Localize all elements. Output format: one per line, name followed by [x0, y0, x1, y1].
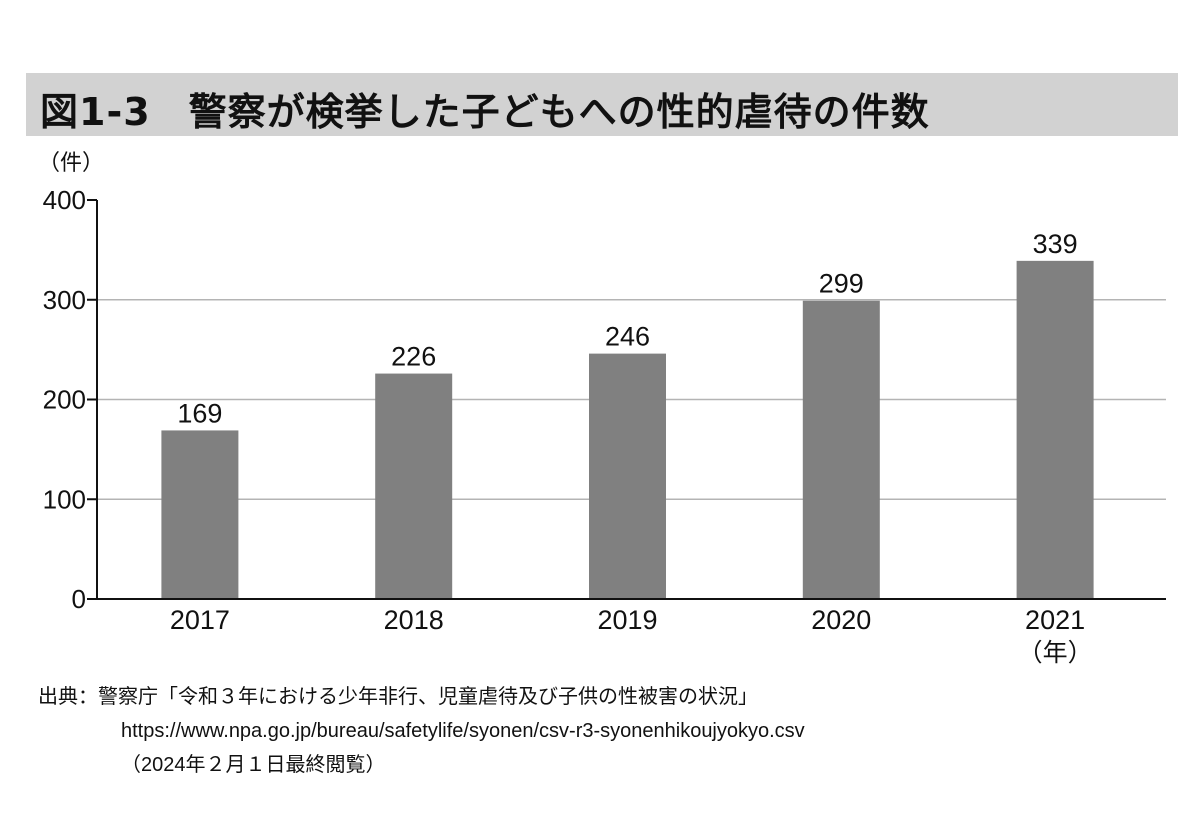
- y-tick-label: 200: [43, 385, 86, 415]
- source-url: https://www.npa.go.jp/bureau/safetylife/…: [121, 720, 805, 742]
- data-label: 339: [1033, 229, 1078, 259]
- title-text: 警察が検挙した子どもへの性的虐待の件数: [188, 90, 930, 134]
- source-citation: 出典：警察庁「令和３年における少年非行、児童虐待及び子供の性被害の状況」 htt…: [38, 680, 805, 782]
- y-tick-label: 400: [43, 185, 86, 215]
- x-tick-label: 2018: [384, 605, 444, 635]
- chart-title: 図1-3 警察が検挙した子どもへの性的虐待の件数: [40, 81, 930, 136]
- bar-2021: [1016, 260, 1094, 599]
- bar-chart: 169 2017 226 2018 246 2019 299 2020 339 2021 （年） 0 1…: [43, 185, 1166, 667]
- figure-number: 図1-3: [40, 90, 151, 134]
- bar-2019: [589, 353, 666, 599]
- x-tick-label: 2020: [811, 605, 871, 635]
- data-label: 226: [391, 342, 436, 372]
- bar-2018: [375, 373, 453, 599]
- y-tick-label: 0: [72, 584, 86, 614]
- y-axis-unit-label: （件）: [38, 151, 105, 176]
- x-tick-label: 2017: [170, 605, 230, 635]
- title-bar: 図1-3 警察が検挙した子どもへの性的虐待の件数: [26, 73, 1178, 136]
- x-axis-unit-label: （年）: [1018, 638, 1093, 667]
- data-label: 169: [177, 398, 222, 428]
- x-tick-label: 2021: [1025, 605, 1085, 635]
- y-tick-label: 100: [43, 484, 86, 514]
- data-label: 299: [819, 269, 864, 299]
- bar-2017: [161, 430, 239, 599]
- source-accessed-date: （2024年２月１日最終閲覧）: [121, 754, 386, 776]
- y-tick-label: 300: [43, 285, 86, 315]
- bar-2020: [802, 300, 880, 599]
- data-label: 246: [605, 322, 650, 352]
- source-line-1: 出典：警察庁「令和３年における少年非行、児童虐待及び子供の性被害の状況」: [38, 686, 758, 708]
- x-tick-label: 2019: [597, 605, 657, 635]
